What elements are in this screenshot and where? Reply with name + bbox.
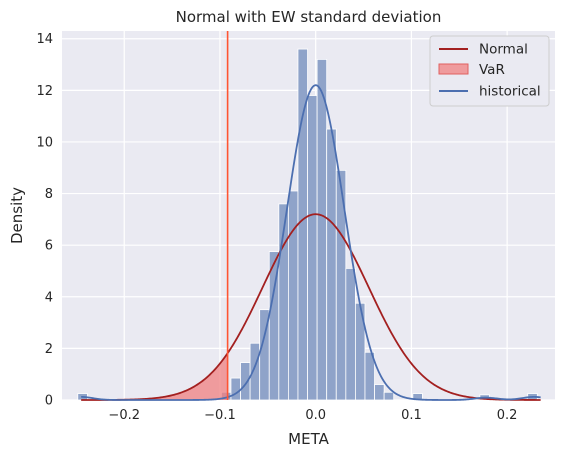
x-tick-label-0: −0.2	[108, 408, 140, 423]
legend-box	[429, 35, 550, 107]
historical-kde-curve	[81, 84, 541, 401]
y-tick-label-1: 2	[45, 342, 53, 357]
legend-swatch-var	[438, 63, 469, 75]
histogram-bar-17	[374, 384, 385, 401]
x-tick-label-4: 0.2	[497, 408, 518, 423]
legend-label-var: VaR	[479, 62, 505, 78]
y-axis-label: Density	[8, 187, 26, 244]
x-tick-label-2: 0.0	[305, 408, 326, 423]
x-axis-label: META	[288, 430, 329, 448]
chart-title: Normal with EW standard deviation	[176, 8, 442, 26]
x-tick-labels: −0.2 −0.1 0.0 0.1 0.2	[108, 408, 517, 423]
curves	[81, 84, 541, 401]
histogram-bar-2	[230, 377, 241, 401]
histogram-bar-3	[240, 362, 251, 401]
y-tick-label-2: 4	[45, 290, 53, 305]
y-tick-label-4: 8	[45, 187, 53, 202]
histogram-bar-16	[364, 351, 375, 401]
histogram-bar-12	[326, 128, 337, 401]
normal-curve	[81, 213, 541, 401]
y-tick-label-6: 12	[36, 84, 53, 99]
x-tick-label-1: −0.1	[204, 408, 236, 423]
y-tick-label-7: 14	[36, 32, 53, 47]
histogram-bar-11	[316, 58, 328, 401]
legend-label-normal: Normal	[479, 42, 528, 58]
histogram-bar-4	[249, 342, 261, 401]
histogram-bar-10	[307, 95, 318, 401]
y-tick-label-5: 10	[36, 135, 53, 150]
legend: Normal VaR historical	[429, 35, 550, 107]
legend-label-historical: historical	[479, 84, 541, 100]
y-tick-label-0: 0	[45, 394, 53, 409]
x-tick-label-3: 0.1	[401, 408, 422, 423]
histogram-bar-18	[383, 391, 395, 401]
histogram-bar-14	[345, 267, 356, 401]
y-tick-labels: 0 2 4 6 8 10 12 14	[36, 32, 53, 408]
histogram-bar-8	[287, 190, 299, 401]
histogram-bars	[77, 48, 538, 401]
y-tick-label-3: 6	[45, 239, 53, 254]
